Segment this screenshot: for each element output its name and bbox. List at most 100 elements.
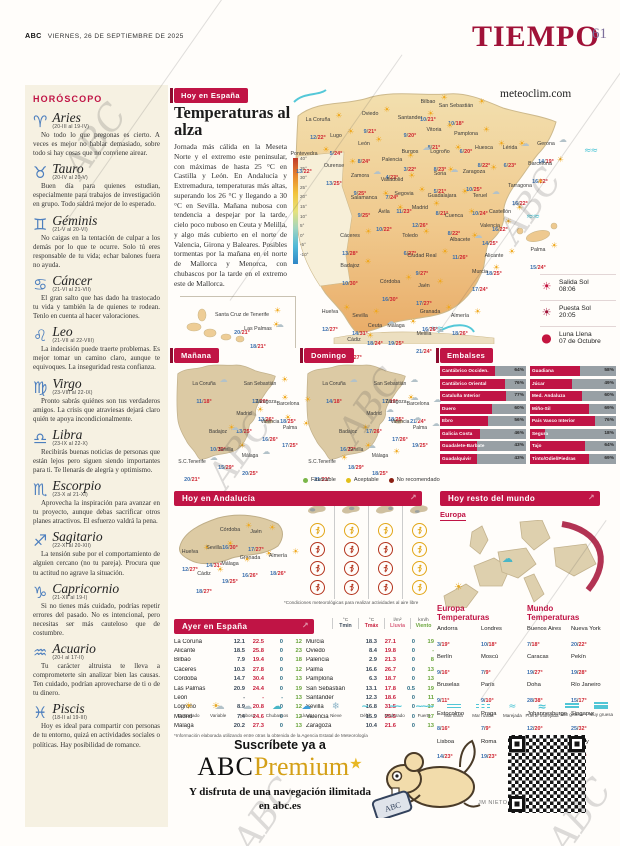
city-weather: Melilla 21/24° <box>416 322 432 358</box>
temp-min: 17 <box>472 286 479 293</box>
temp-min: 6 <box>503 162 507 169</box>
abc-premium-logo: ABCPremium★ <box>184 752 376 782</box>
station-name: Madrid <box>174 713 193 720</box>
reservoir-percent: 60% <box>604 393 614 399</box>
temp-min: 14 <box>352 330 359 337</box>
city-name: Logroño <box>430 149 450 155</box>
slash: / <box>406 250 409 257</box>
weather-icon <box>244 556 251 564</box>
tmax-value: 25.5 <box>384 713 396 720</box>
reservoir-row: Júcar 49% <box>530 378 616 389</box>
rain-cloud-icon: ☁ <box>502 552 513 565</box>
station-name: León <box>174 695 188 702</box>
city-name: Jaén <box>250 529 262 535</box>
city-name: Cuenca <box>444 213 464 219</box>
temp-min: 14 <box>206 562 213 569</box>
person-activity-icon <box>383 526 388 535</box>
temp-max: 27° <box>353 354 362 361</box>
temp-min: 18 <box>486 270 493 277</box>
reservoir-bar <box>440 453 477 464</box>
horoscope-sign: ♒ Acuario (20-I al 17-II) Tu carácter al… <box>33 642 160 698</box>
column-divider <box>402 503 403 599</box>
rain-value: 0 <box>411 638 415 645</box>
tmin-value: 7.4 <box>236 713 245 720</box>
temp-max: 26° <box>459 254 468 261</box>
reservoir-name: Cataluña Interior <box>442 393 481 399</box>
city-weather: Huesca 8/22° <box>475 136 493 172</box>
temp-max: 21° <box>321 476 330 483</box>
rain-value: 0 <box>279 648 283 655</box>
temp-max: 22° <box>317 134 326 141</box>
header-label: Viento <box>415 623 432 629</box>
qr-finder-pattern <box>509 796 525 812</box>
city-weather: Oviedo 9/21° <box>362 102 379 138</box>
temp-max: 21° <box>438 188 447 195</box>
slash: / <box>378 470 380 477</box>
city-name: Albacete <box>449 237 471 243</box>
slash: / <box>316 134 318 141</box>
rain-value: 0.5 <box>406 685 415 692</box>
temp-max: 18° <box>203 398 212 405</box>
scale-tick: 10° <box>300 213 307 219</box>
today-headline: Temperaturas al alza <box>174 103 291 140</box>
city-name: Huelva <box>321 309 339 315</box>
temp-max: 31° <box>359 330 368 337</box>
world-city-temp: Pekín 19/28° <box>571 654 615 679</box>
temp-min: 16 <box>382 296 389 303</box>
activity-matrix <box>300 521 436 597</box>
temp-min: 14 <box>482 240 489 247</box>
zodiac-icon: ♌ <box>33 326 48 346</box>
embalses-right-column: Guadiana 58% Júcar 49% Med. Andaluza 60%… <box>530 366 616 466</box>
temp-max: 24° <box>423 348 432 355</box>
reservoir-row: Duero 60% <box>440 403 526 414</box>
activity-status-icon <box>411 561 427 576</box>
temp-min: 13 <box>236 428 243 435</box>
sign-name: Tauro <box>52 161 84 177</box>
temp-min: 9 <box>415 270 419 277</box>
spain-weather-map: 40° 35° 30° 25° 20° 15° 10° 5° 0° -5° -10° La Coru… <box>288 86 616 361</box>
city-name: Segovia <box>394 191 414 197</box>
ayer-footnote: *Información elaborada utilizando entre … <box>174 733 368 738</box>
temp-max: 28° <box>578 670 587 677</box>
sun-info-label: Puesta Sol <box>559 305 591 312</box>
rain-value: 0 <box>279 723 283 730</box>
city-weather: Cáceres 13/28° <box>340 224 360 260</box>
city-weather: Salamanca 9/25° <box>351 186 378 222</box>
weather-icon <box>341 454 348 462</box>
slash: / <box>577 642 579 649</box>
table-row: Oviedo 8.4 19.8 0 - <box>306 646 434 655</box>
header-unit: km/h <box>418 618 429 623</box>
table-row: Santander 12.3 18.6 0 11 <box>306 693 434 702</box>
embalses-badge: Embalses <box>435 348 494 363</box>
rain-value: 0 <box>411 657 415 664</box>
city-weather: S.C.Tenerife 21/21° <box>308 450 336 486</box>
sign-dates: (21-XII al 19-I) <box>52 594 88 601</box>
person-activity-icon <box>417 545 422 554</box>
city-name: San Sebastián <box>438 103 474 109</box>
header-label: Lluvia <box>390 623 405 629</box>
temp-max: 30° <box>349 280 358 287</box>
temp-min: 9 <box>403 132 407 139</box>
weather-icon <box>408 172 415 180</box>
city-weather: La Coruña 12/22° <box>306 108 331 144</box>
temp-min: 18 <box>196 588 203 595</box>
temp-max: 25° <box>287 418 296 425</box>
table-row: La Coruña 12.1 22.5 0 12 <box>174 637 302 646</box>
city-name: S.C.Tenerife <box>178 459 206 465</box>
slash: / <box>332 398 334 405</box>
slash: / <box>406 132 409 139</box>
city-name: Berlín <box>437 654 453 661</box>
city-name: Gerona <box>537 141 555 147</box>
sign-name: Aries <box>52 110 81 125</box>
city-weather: Cuenca 8/22° <box>445 204 463 240</box>
station-name: Oviedo <box>306 648 326 655</box>
rain-value: 0 <box>411 676 415 683</box>
city-name: Singapur <box>571 710 595 717</box>
city-name: Andorra <box>437 626 458 633</box>
legend-item: Nieve <box>321 700 350 718</box>
legend-label: Mar llana <box>444 713 463 718</box>
sign-name: Libra <box>52 426 83 442</box>
sign-dates: (20-III al 19-IV) <box>52 124 90 130</box>
sign-text: Si no tienes más cuidado, podrías repeti… <box>33 601 160 637</box>
city-name: San Sebastián <box>373 381 407 387</box>
